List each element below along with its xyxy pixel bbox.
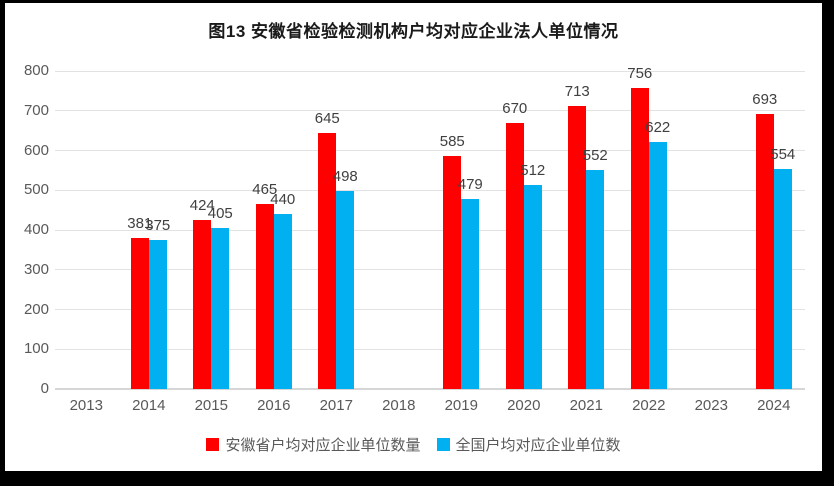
bar-value-label: 498: [332, 168, 358, 186]
national-bar: [586, 169, 605, 389]
bar-value-label: 756: [627, 65, 653, 83]
bar-value-label: 479: [457, 175, 483, 193]
bar-value-label: 512: [520, 162, 546, 180]
y-tick-label: 700: [23, 101, 49, 119]
bar-value-label: 645: [314, 109, 340, 127]
y-tick-label: 500: [23, 181, 49, 199]
legend: 安徽省户均对应企业单位数量 全国户均对应企业单位数: [5, 434, 822, 455]
anhui-bar: [318, 132, 337, 389]
gridline: [55, 189, 805, 191]
x-tick-label: 2013: [69, 397, 103, 414]
y-tick-label: 400: [23, 221, 49, 238]
national-bar: [211, 228, 230, 389]
bar-value-label: 693: [752, 90, 778, 108]
y-tick-label: 300: [23, 260, 49, 278]
x-tick-label: 2014: [132, 397, 166, 414]
bar-value-label: 622: [645, 118, 671, 136]
y-tick-label: 800: [23, 62, 49, 79]
anhui-bar: [130, 237, 149, 389]
bar-value-label: 465: [252, 181, 278, 199]
x-tick-label: 2016: [257, 397, 291, 414]
bar-value-label: 670: [502, 99, 528, 117]
anhui-series-swatch: [206, 438, 220, 451]
bar-value-label: 585: [439, 133, 465, 151]
y-tick-label: 0: [40, 380, 49, 397]
anhui-bar: [193, 220, 212, 389]
x-tick-label: 2023: [694, 397, 728, 414]
national-bar: [523, 185, 542, 389]
gridline: [55, 309, 805, 310]
x-tick-label: 2015: [194, 397, 228, 414]
x-tick-label: 2022: [632, 397, 666, 414]
chart-title: 图13 安徽省检验检测机构户均对应企业法人单位情况: [208, 22, 619, 41]
bar-value-label: 381: [127, 214, 153, 232]
bar-value-label: 405: [207, 205, 233, 222]
legend-entry-anhui: 安徽省户均对应企业单位数量: [206, 434, 421, 455]
national-series-swatch: [436, 438, 450, 451]
legend-entry-national: 全国户均对应企业单位数: [436, 434, 621, 455]
gridline: [55, 269, 805, 271]
anhui-bar: [443, 156, 462, 389]
national-bar: [773, 168, 792, 389]
national-bar: [273, 214, 292, 389]
national-bar: [148, 239, 167, 389]
anhui-bar: [755, 113, 774, 389]
bar-value-label: 554: [770, 145, 796, 163]
gridline: [55, 229, 805, 231]
x-tick-label: 2017: [319, 397, 353, 414]
bar-value-label: 424: [189, 197, 215, 215]
x-tick-label: 2020: [507, 397, 541, 414]
anhui-bar: [505, 122, 524, 389]
bar-value-label: 440: [270, 191, 296, 209]
bar-value-label: 713: [564, 82, 590, 100]
anhui-bar: [630, 88, 649, 389]
x-tick-label: 2024: [757, 397, 791, 414]
bar-value-label: 375: [145, 216, 171, 234]
gridline: [55, 110, 805, 112]
national-bar: [336, 191, 355, 389]
x-axis-line: [55, 388, 805, 390]
y-tick-label: 600: [23, 141, 49, 159]
x-tick-label: 2018: [382, 397, 416, 414]
gridline: [55, 348, 805, 350]
y-tick-label: 200: [23, 300, 49, 318]
gridline: [55, 70, 805, 72]
y-tick-label: 100: [23, 340, 49, 358]
x-tick-label: 2019: [444, 397, 478, 414]
bar-value-label: 552: [582, 146, 608, 164]
anhui-series-label: 安徽省户均对应企业单位数量: [225, 437, 421, 454]
national-bar: [461, 198, 480, 389]
anhui-bar: [568, 105, 587, 389]
national-bar: [648, 141, 667, 389]
gridline: [55, 150, 805, 151]
national-series-label: 全国户均对应企业单位数: [455, 437, 621, 454]
anhui-bar: [255, 204, 274, 389]
x-tick-label: 2021: [569, 397, 603, 414]
